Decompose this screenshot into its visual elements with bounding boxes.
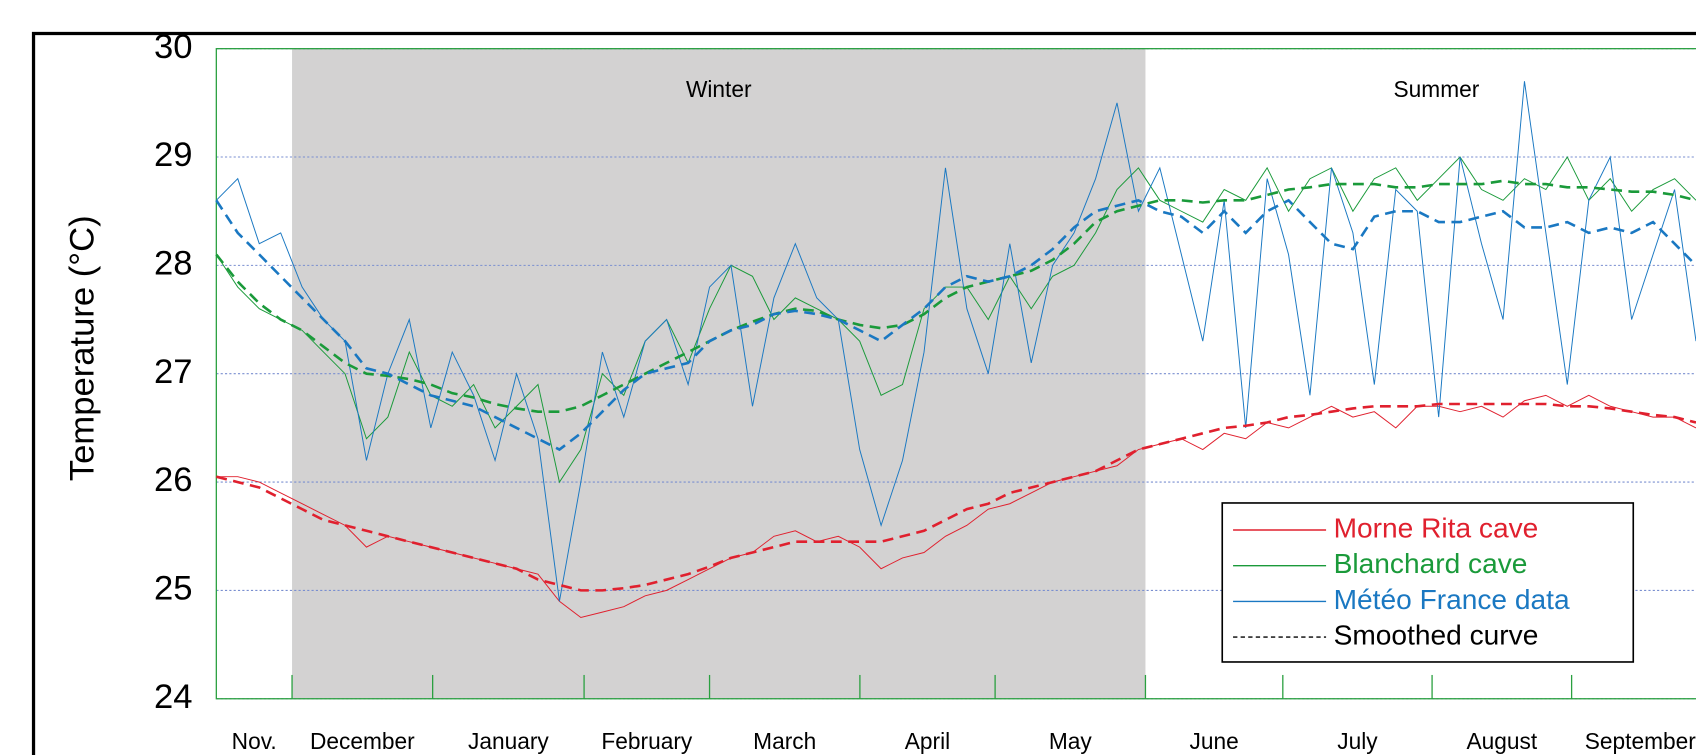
y-tick-label: 30 xyxy=(154,28,192,66)
plot-border xyxy=(215,48,1696,700)
y-tick-label: 29 xyxy=(154,136,192,174)
y-axis-label: Temperature (°C) xyxy=(64,215,102,481)
y-tick-label: 27 xyxy=(154,353,192,391)
smoothed-line xyxy=(215,198,1696,452)
legend-label: Blanchard cave xyxy=(1334,548,1528,579)
smoothed-line xyxy=(215,179,1696,413)
x-tick-label: April xyxy=(905,728,950,754)
legend-label: Météo France data xyxy=(1334,584,1570,615)
x-tick-label: August xyxy=(1467,728,1538,754)
y-tick-label: 25 xyxy=(154,570,192,608)
x-tick-label: September xyxy=(1585,728,1696,754)
legend: Morne Rita cave Blanchard cave Météo Franc… xyxy=(1221,502,1635,663)
x-tick-label: Nov. xyxy=(232,728,277,754)
series-line xyxy=(215,81,1696,602)
legend-label: Smoothed curve xyxy=(1334,620,1539,651)
y-tick-label: 26 xyxy=(154,461,192,499)
legend-label: Morne Rita cave xyxy=(1334,512,1539,543)
smoothed-line xyxy=(216,402,1696,592)
x-tick-label: March xyxy=(753,728,816,754)
annotation: Winter xyxy=(686,76,752,102)
x-tick-label: May xyxy=(1049,728,1093,754)
x-tick-label: December xyxy=(310,728,415,754)
series-line xyxy=(215,156,1696,484)
y-tick-label: 24 xyxy=(154,678,192,716)
x-tick-label: June xyxy=(1190,728,1239,754)
x-tick-label: February xyxy=(601,728,692,754)
annotation: Summer xyxy=(1394,76,1480,102)
frame xyxy=(31,31,1696,755)
x-tick-label: January xyxy=(468,728,549,754)
y-tick-label: 28 xyxy=(154,245,192,283)
x-tick-label: July xyxy=(1337,728,1378,754)
